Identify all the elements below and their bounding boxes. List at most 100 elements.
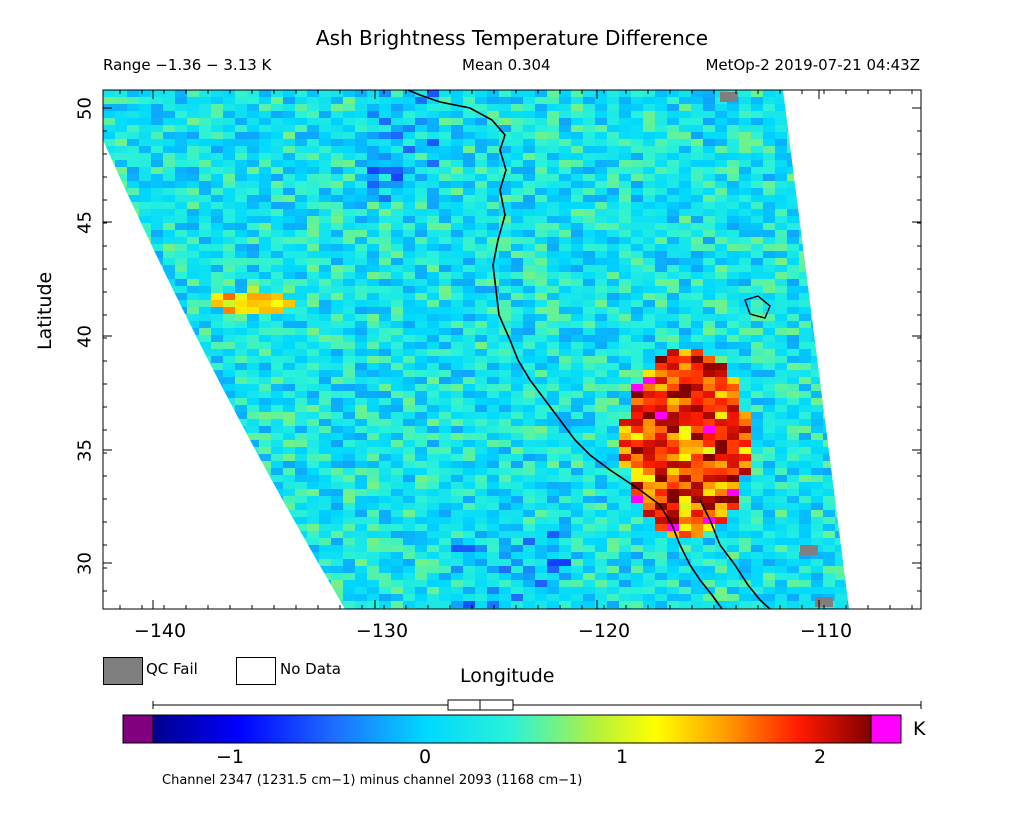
swath-pixel <box>367 272 379 279</box>
swath-pixel <box>595 132 607 139</box>
swath-pixel <box>247 545 259 552</box>
swath-pixel <box>595 482 607 489</box>
swath-pixel <box>559 363 571 370</box>
swath-pixel <box>271 426 283 433</box>
swath-pixel <box>739 573 751 580</box>
swath-pixel <box>211 370 223 377</box>
swath-pixel <box>511 125 523 132</box>
swath-pixel <box>511 503 523 510</box>
swath-pixel <box>223 580 235 587</box>
swath-pixel <box>835 188 847 195</box>
swath-pixel <box>727 265 739 272</box>
swath-pixel <box>595 216 607 223</box>
swath-pixel <box>235 510 247 517</box>
swath-pixel <box>403 440 415 447</box>
swath-pixel <box>487 398 499 405</box>
swath-pixel <box>691 132 703 139</box>
swath-pixel <box>499 489 511 496</box>
swath-pixel <box>163 111 175 118</box>
swath-pixel <box>655 118 667 125</box>
swath-pixel <box>655 475 667 482</box>
swath-pixel <box>643 328 655 335</box>
swath-pixel <box>331 363 343 370</box>
swath-pixel <box>259 279 271 286</box>
swath-pixel <box>775 580 787 587</box>
swath-pixel <box>487 174 499 181</box>
swath-pixel <box>151 475 163 482</box>
swath-pixel <box>199 370 211 377</box>
swath-pixel <box>343 230 355 237</box>
swath-pixel <box>187 405 199 412</box>
swath-pixel <box>223 188 235 195</box>
swath-pixel <box>799 160 811 167</box>
swath-pixel <box>643 132 655 139</box>
swath-pixel <box>331 419 343 426</box>
swath-pixel <box>547 601 559 608</box>
swath-pixel <box>439 447 451 454</box>
swath-pixel <box>643 377 655 384</box>
swath-pixel <box>415 300 427 307</box>
swath-pixel <box>655 300 667 307</box>
swath-pixel <box>775 475 787 482</box>
swath-pixel <box>487 244 499 251</box>
swath-pixel <box>115 111 127 118</box>
swath-pixel <box>715 391 727 398</box>
swath-pixel <box>163 230 175 237</box>
swath-pixel <box>643 559 655 566</box>
swath-pixel <box>715 496 727 503</box>
swath-pixel <box>475 335 487 342</box>
swath-pixel <box>115 174 127 181</box>
swath-pixel <box>499 384 511 391</box>
swath-pixel <box>703 384 715 391</box>
swath-pixel <box>151 307 163 314</box>
swath-pixel <box>643 139 655 146</box>
swath-pixel <box>235 125 247 132</box>
swath-pixel <box>427 594 439 601</box>
swath-pixel <box>307 174 319 181</box>
swath-pixel <box>403 321 415 328</box>
swath-pixel <box>463 412 475 419</box>
swath-pixel <box>799 279 811 286</box>
swath-pixel <box>607 104 619 111</box>
swath-pixel <box>355 447 367 454</box>
swath-pixel <box>595 244 607 251</box>
swath-pixel <box>355 195 367 202</box>
swath-pixel <box>535 230 547 237</box>
swath-pixel <box>163 258 175 265</box>
swath-pixel <box>427 524 439 531</box>
swath-pixel <box>151 496 163 503</box>
swath-pixel <box>835 279 847 286</box>
swath-pixel <box>775 398 787 405</box>
swath-pixel <box>703 335 715 342</box>
swath-pixel <box>703 566 715 573</box>
swath-pixel <box>619 286 631 293</box>
swath-pixel <box>343 216 355 223</box>
swath-pixel <box>847 454 849 461</box>
swath-pixel <box>163 160 175 167</box>
swath-pixel <box>391 104 403 111</box>
swath-pixel <box>463 475 475 482</box>
swath-pixel <box>475 265 487 272</box>
swath-pixel <box>463 545 475 552</box>
swath-pixel <box>523 279 535 286</box>
swath-pixel <box>847 447 849 454</box>
swath-pixel <box>847 300 849 307</box>
swath-pixel <box>595 251 607 258</box>
swath-pixel <box>235 293 247 300</box>
swath-pixel <box>727 426 739 433</box>
swath-pixel <box>703 139 715 146</box>
swath-pixel <box>463 559 475 566</box>
swath-pixel <box>391 181 403 188</box>
swath-pixel <box>631 405 643 412</box>
swath-pixel <box>307 104 319 111</box>
swath-pixel <box>511 251 523 258</box>
swath-pixel <box>763 90 775 97</box>
swath-pixel <box>307 237 319 244</box>
swath-pixel <box>343 433 355 440</box>
swath-pixel <box>739 587 751 594</box>
swath-pixel <box>487 328 499 335</box>
swath-pixel <box>379 342 391 349</box>
swath-pixel <box>163 524 175 531</box>
swath-pixel <box>811 454 823 461</box>
swath-pixel <box>151 517 163 524</box>
